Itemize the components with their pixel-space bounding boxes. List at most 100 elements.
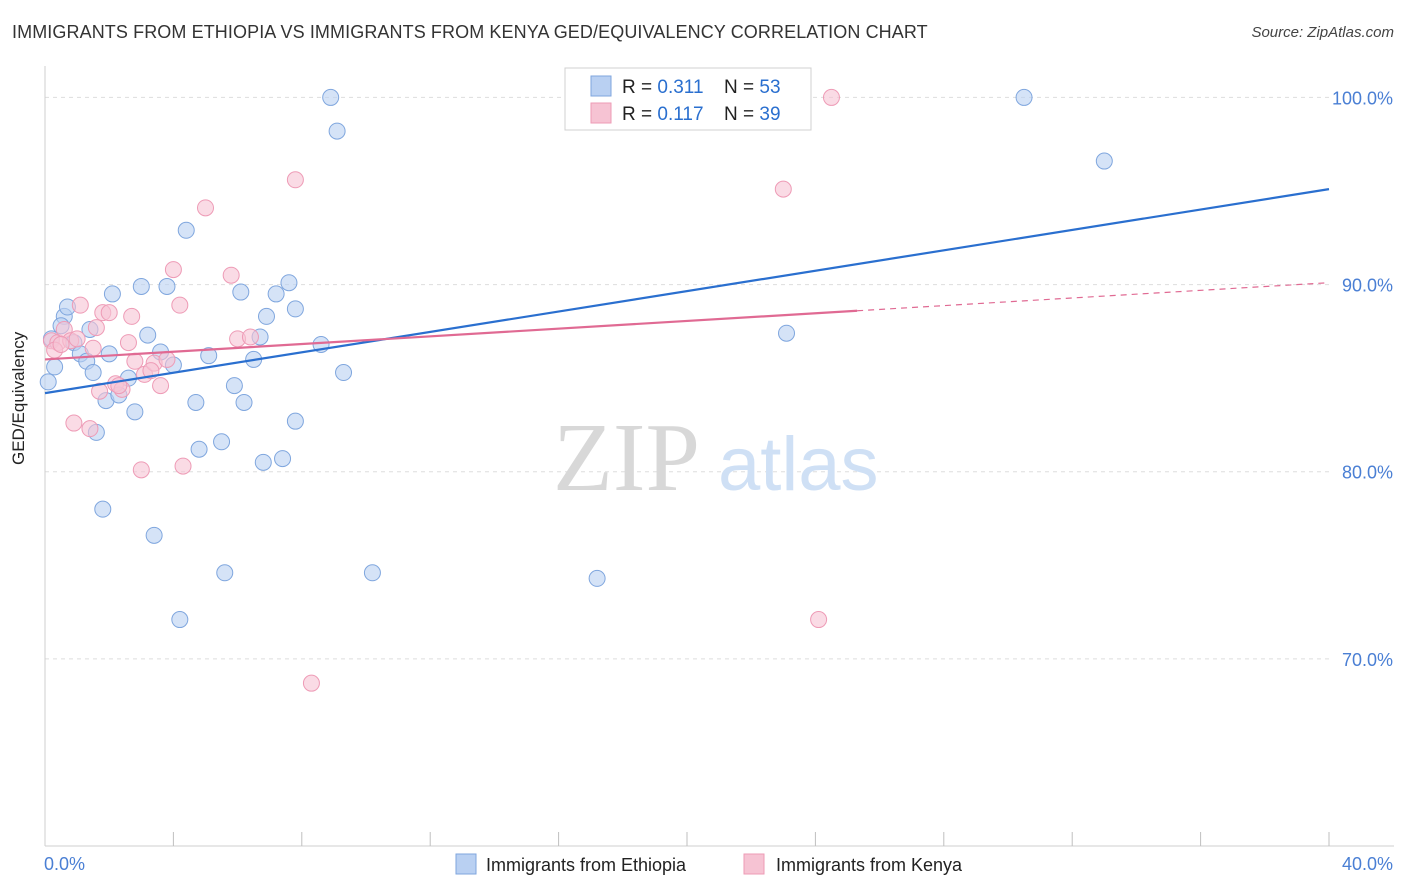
data-point (126, 352, 144, 370)
data-point (1095, 152, 1113, 170)
trend-line-kenya (44, 309, 858, 361)
legend-n-label: N = (724, 104, 759, 125)
data-point (335, 364, 353, 382)
data-point (254, 453, 272, 471)
data-point (235, 393, 253, 411)
data-point (103, 285, 121, 303)
y-tick-label: 90.0% (1342, 276, 1393, 296)
data-point (158, 350, 176, 368)
data-point (123, 307, 141, 325)
data-point (187, 393, 205, 411)
y-tick-label: 100.0% (1332, 88, 1393, 108)
legend-swatch-kenya (590, 102, 612, 124)
data-point (174, 457, 192, 475)
data-point (200, 347, 218, 365)
data-point (100, 304, 118, 322)
legend-r-value: 0.311 (657, 77, 703, 98)
data-point (91, 382, 109, 400)
data-point (65, 414, 83, 432)
series-kenya (42, 88, 840, 692)
data-point (588, 569, 606, 587)
data-point (774, 180, 792, 198)
data-point (232, 283, 250, 301)
data-point (286, 412, 304, 430)
watermark-zip: ZIP (553, 404, 700, 512)
legend-row-kenya: R = 0.117 N = 39 (622, 104, 781, 125)
trend-line-ethiopia (44, 188, 1330, 395)
data-point (197, 199, 214, 217)
legend-r-label: R = (622, 77, 657, 98)
data-point (363, 564, 381, 582)
data-point (257, 307, 275, 325)
legend: R = 0.311 N = 53 R = 0.117 N = 39 (564, 67, 812, 131)
bottom-legend-swatch-ethiopia (455, 853, 477, 875)
data-point (68, 330, 86, 348)
data-point (267, 285, 285, 303)
data-point (164, 261, 182, 279)
data-point (810, 611, 828, 629)
data-point (84, 339, 102, 357)
trend-lines (44, 188, 1330, 395)
data-point (145, 526, 163, 544)
data-point (177, 221, 195, 239)
legend-swatch-ethiopia (590, 75, 612, 97)
data-point (778, 324, 796, 342)
axes (44, 66, 1394, 847)
data-point (94, 500, 112, 518)
data-point (190, 440, 208, 458)
bottom-legend-label-kenya: Immigrants from Kenya (776, 855, 963, 875)
trend-line-kenya-extension (857, 282, 1330, 312)
data-point (132, 277, 150, 295)
source-label: Source: ZipAtlas.com (1251, 24, 1394, 41)
data-points (39, 88, 1113, 692)
data-point (132, 461, 150, 479)
bottom-legend: Immigrants from Ethiopia Immigrants from… (455, 853, 963, 875)
legend-row-ethiopia: R = 0.311 N = 53 (622, 77, 781, 98)
watermark: ZIP atlas (553, 404, 879, 512)
data-point (171, 611, 189, 629)
bottom-legend-swatch-kenya (743, 853, 765, 875)
bottom-legend-label-ethiopia: Immigrants from Ethiopia (486, 855, 687, 875)
series-ethiopia (39, 88, 1113, 629)
data-point (126, 403, 144, 421)
data-point (52, 335, 70, 353)
legend-n-value: 39 (759, 104, 780, 125)
data-point (46, 358, 64, 376)
data-point (322, 88, 340, 106)
legend-r-label: R = (622, 104, 657, 125)
data-point (152, 377, 170, 395)
tick-labels: 70.0% 80.0% 90.0% 100.0% 0.0% 40.0% (44, 88, 1393, 874)
y-tick-label: 80.0% (1342, 463, 1393, 483)
data-point (84, 364, 102, 382)
data-point (286, 171, 304, 189)
x-tick-label: 40.0% (1342, 854, 1393, 874)
data-point (274, 450, 292, 468)
y-tick-label: 70.0% (1342, 650, 1393, 670)
data-point (241, 328, 259, 346)
legend-n-label: N = (724, 77, 759, 98)
legend-n-value: 53 (759, 77, 780, 98)
x-tick-label: 0.0% (44, 854, 85, 874)
data-point (100, 345, 118, 363)
data-point (139, 326, 157, 344)
chart-title: IMMIGRANTS FROM ETHIOPIA VS IMMIGRANTS F… (12, 22, 928, 42)
data-point (87, 319, 105, 337)
data-point (119, 334, 137, 352)
data-point (822, 88, 840, 106)
watermark-atlas: atlas (718, 422, 879, 507)
data-point (286, 300, 304, 318)
data-point (171, 296, 189, 314)
data-point (328, 122, 346, 140)
data-point (213, 433, 231, 451)
data-point (225, 377, 243, 395)
data-point (302, 674, 320, 692)
data-point (280, 274, 298, 292)
legend-r-value: 0.117 (657, 104, 703, 125)
data-point (81, 420, 99, 438)
data-point (39, 373, 57, 391)
data-point (158, 277, 176, 295)
data-point (216, 564, 234, 582)
data-point (71, 296, 89, 314)
data-point (1015, 88, 1033, 106)
